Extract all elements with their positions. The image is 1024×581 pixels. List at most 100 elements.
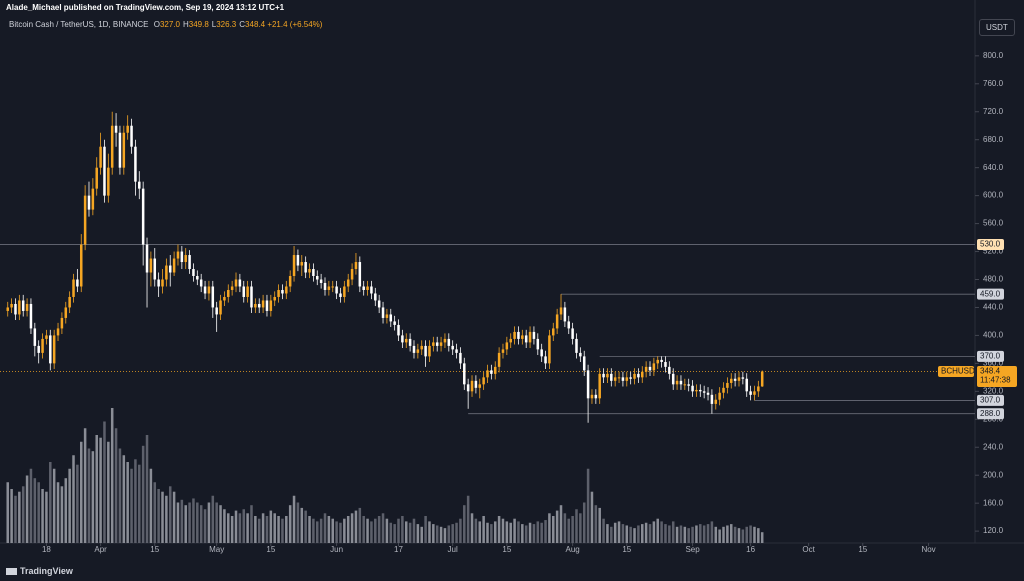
volume-bar xyxy=(606,524,609,543)
candle-body xyxy=(637,373,640,378)
candle-body xyxy=(385,314,389,318)
volume-bar xyxy=(490,524,493,543)
candle-body xyxy=(474,380,478,388)
volume-bar xyxy=(277,516,280,543)
candle-body xyxy=(582,356,586,371)
volume-bar xyxy=(760,532,764,543)
legend: Bitcoin Cash / TetherUS, 1D, BINANCE O32… xyxy=(9,20,322,29)
volume-bar xyxy=(188,502,191,543)
candle-body xyxy=(679,380,683,385)
volume-bar xyxy=(416,524,420,543)
candle-body xyxy=(316,276,319,280)
volume-bar xyxy=(141,445,145,543)
volume-bar xyxy=(145,435,149,543)
candle-body xyxy=(79,244,83,287)
candle-body xyxy=(610,373,613,381)
candle-body xyxy=(211,286,215,308)
volume-bar xyxy=(64,478,68,543)
volume-bar xyxy=(660,521,663,543)
volume-bar xyxy=(397,518,400,543)
volume-bar xyxy=(389,522,393,543)
volume-bar xyxy=(118,448,122,543)
volume-bar xyxy=(594,505,598,543)
volume-bar xyxy=(257,518,261,543)
candle-body xyxy=(358,262,362,287)
volume-bar xyxy=(493,521,497,543)
volume-bar xyxy=(172,491,176,543)
candle-body xyxy=(335,286,338,294)
candle-body xyxy=(285,286,288,294)
candle-body xyxy=(304,262,307,273)
candle-body xyxy=(733,378,737,381)
candle-body xyxy=(230,286,234,290)
volume-bar xyxy=(691,526,694,543)
candle-body xyxy=(490,370,493,374)
candle-body xyxy=(323,282,327,290)
candle-body xyxy=(671,373,675,385)
volume-bar xyxy=(366,518,369,543)
volume-bar xyxy=(130,468,133,543)
candle-body xyxy=(149,258,153,273)
volume-bar xyxy=(91,451,95,543)
volume-bar xyxy=(312,518,315,543)
footer-text: TradingView xyxy=(20,566,73,576)
candle-body xyxy=(702,391,706,393)
price-label: 348.4 xyxy=(980,367,1001,376)
candle-body xyxy=(180,251,184,263)
candle-body xyxy=(176,251,180,259)
candle-body xyxy=(52,335,56,364)
x-tick-label: 15 xyxy=(858,545,867,554)
volume-bar xyxy=(83,428,87,543)
candle-body xyxy=(157,279,160,287)
candle-body xyxy=(683,384,687,386)
candle-body xyxy=(281,289,284,294)
candle-body xyxy=(277,289,280,297)
candle-body xyxy=(459,352,462,364)
candle-body xyxy=(319,279,323,283)
candle-body xyxy=(33,328,37,346)
volume-bar xyxy=(714,526,718,543)
candle-body xyxy=(412,345,416,353)
level-tag xyxy=(977,350,1004,362)
level-label: 530.0 xyxy=(980,240,1001,249)
volume-bar xyxy=(404,521,408,543)
candle-body xyxy=(435,342,439,346)
candle-body xyxy=(254,303,257,308)
candle-body xyxy=(354,262,358,270)
volume-bar xyxy=(134,459,137,543)
volume-bar xyxy=(749,525,752,543)
volume-bar xyxy=(532,524,536,543)
candle-body xyxy=(188,255,191,270)
candle-body xyxy=(196,276,199,280)
candle-body xyxy=(14,303,17,315)
candle-body xyxy=(292,255,296,277)
candle-body xyxy=(590,394,594,399)
candle-body xyxy=(389,314,393,322)
candle-body xyxy=(56,328,60,336)
volume-bar xyxy=(219,505,222,543)
level-tag xyxy=(977,288,1004,300)
volume-bar xyxy=(6,482,9,543)
candle-body xyxy=(482,377,485,385)
candle-body xyxy=(153,258,157,280)
candle-body xyxy=(269,300,273,311)
y-tick-label: 560.0 xyxy=(983,219,1004,228)
volume-bar xyxy=(683,526,687,543)
candle-body xyxy=(633,373,636,379)
candle-body xyxy=(72,279,75,297)
currency-button[interactable]: USDT xyxy=(979,19,1015,36)
volume-bar xyxy=(76,464,79,543)
volume-bar xyxy=(14,495,17,543)
volume-bar xyxy=(435,525,439,543)
volume-bar xyxy=(296,502,300,543)
volume-bar xyxy=(199,505,203,543)
candle-body xyxy=(753,391,756,395)
volume-bar xyxy=(18,491,21,543)
candle-body xyxy=(528,331,532,343)
volume-bar xyxy=(269,510,273,543)
volume-bar xyxy=(428,521,431,543)
candle-body xyxy=(141,188,145,245)
volume-bar xyxy=(579,513,582,543)
candle-body xyxy=(416,349,420,353)
volume-bar xyxy=(110,408,114,543)
